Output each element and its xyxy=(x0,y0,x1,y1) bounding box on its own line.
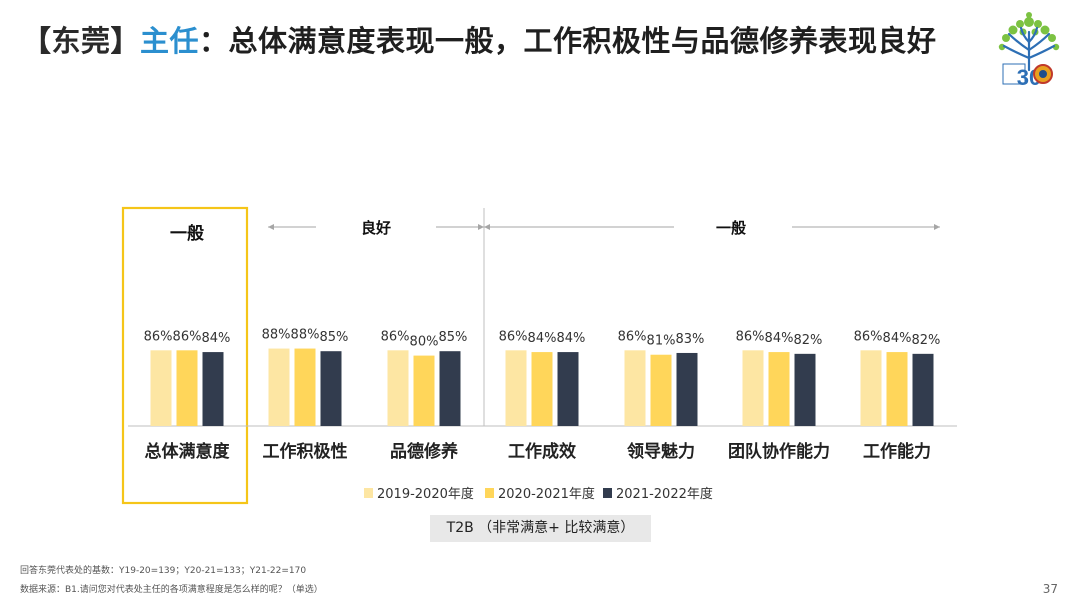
legend-label: 2021-2022年度 xyxy=(616,486,713,502)
data-label-group: 86%84%82% xyxy=(736,329,823,348)
data-label: 84% xyxy=(528,331,557,346)
bar xyxy=(794,353,816,426)
bar xyxy=(860,350,882,426)
bar xyxy=(202,352,224,426)
t2b-label: T2B （非常满意+ 比较满意） xyxy=(430,515,651,542)
group-label-average: 一般 xyxy=(716,219,746,237)
bar xyxy=(439,351,461,426)
title-rest: ：总体满意度表现一般，工作积极性与品德修养表现良好 xyxy=(199,24,937,58)
highlight-box xyxy=(121,206,249,505)
legend-label: 2019-2020年度 xyxy=(377,486,474,502)
category-label: 工作成效 xyxy=(508,441,576,462)
legend-swatch xyxy=(485,488,494,498)
bar xyxy=(413,355,435,426)
legend-swatch xyxy=(364,488,373,498)
bar xyxy=(268,348,290,426)
category-label: 品德修养 xyxy=(390,441,459,462)
legend-label: 2020-2021年度 xyxy=(498,486,595,502)
category-label: 工作积极性 xyxy=(263,441,348,462)
arrow-average-right-head xyxy=(934,224,940,230)
footnote-source: 数据来源：B1.请问您对代表处主任的各项满意程度是怎么样的呢？（单选） xyxy=(20,585,323,595)
bar xyxy=(742,350,764,426)
data-label: 86% xyxy=(736,329,765,344)
data-label: 82% xyxy=(911,333,940,348)
data-label-group: 86%81%83% xyxy=(618,329,705,348)
page-title: 【东莞】主任：总体满意度表现一般，工作积极性与品德修养表现良好 xyxy=(22,18,937,60)
bar xyxy=(650,354,672,426)
bar xyxy=(624,350,646,426)
group-label-good: 良好 xyxy=(361,219,391,237)
data-label: 80% xyxy=(410,335,439,350)
bar xyxy=(676,352,698,426)
data-label: 82% xyxy=(793,333,822,348)
bar xyxy=(150,350,172,426)
data-label: 86% xyxy=(173,329,202,344)
data-label: 84% xyxy=(765,331,794,346)
data-label-group: 86%84%84% xyxy=(499,329,586,346)
bar xyxy=(387,350,409,426)
category-label: 工作能力 xyxy=(863,441,931,462)
bar xyxy=(505,350,527,426)
data-label-group: 86%84%82% xyxy=(854,329,941,348)
category-label: 总体满意度 xyxy=(145,441,231,462)
bar xyxy=(768,352,790,426)
data-label: 86% xyxy=(618,329,647,344)
bar xyxy=(886,352,908,426)
bar xyxy=(557,352,579,426)
data-label: 88% xyxy=(262,328,291,343)
bar xyxy=(176,350,198,426)
data-label: 86% xyxy=(381,329,410,344)
tree-logo-icon: 30 xyxy=(998,12,1060,88)
data-label-group: 86%80%85% xyxy=(381,329,468,349)
data-label: 86% xyxy=(854,329,883,344)
bar xyxy=(531,352,553,426)
bar xyxy=(320,351,342,426)
group-label-total: 一般 xyxy=(170,223,204,244)
data-label: 84% xyxy=(556,331,585,346)
page-number: 37 xyxy=(1042,582,1058,596)
data-label: 85% xyxy=(319,330,348,345)
data-label: 84% xyxy=(201,331,230,346)
footnote-base: 回答东莞代表处的基数：Y19-20=139；Y20-21=133；Y21-22=… xyxy=(20,566,307,576)
data-label: 86% xyxy=(499,329,528,344)
arrow-average-left-head xyxy=(484,224,490,230)
data-label-group: 86%86%84% xyxy=(144,329,231,346)
data-label-group: 88%88%85% xyxy=(262,328,349,346)
data-label: 81% xyxy=(647,334,676,349)
arrow-good-left-head xyxy=(268,224,274,230)
bar xyxy=(912,353,934,426)
data-label: 85% xyxy=(438,330,467,345)
legend-swatch xyxy=(603,488,612,498)
title-city: 【东莞】 xyxy=(22,24,141,58)
data-label: 86% xyxy=(144,329,173,344)
data-label: 84% xyxy=(883,331,912,346)
category-label: 领导魅力 xyxy=(627,441,695,462)
data-label: 88% xyxy=(291,328,320,343)
category-label: 团队协作能力 xyxy=(728,441,830,462)
bar xyxy=(294,348,316,426)
data-label: 83% xyxy=(675,332,704,347)
title-role: 主任 xyxy=(140,24,200,58)
arrow-good-right-head xyxy=(478,224,484,230)
